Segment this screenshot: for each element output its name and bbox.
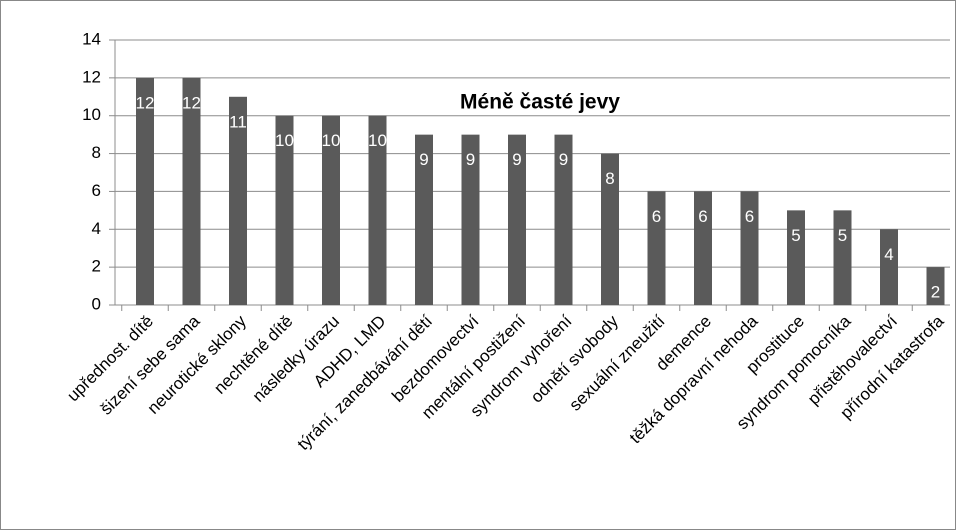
bar xyxy=(694,191,712,305)
value-label: 9 xyxy=(466,150,475,169)
value-label: 10 xyxy=(368,131,387,150)
bar xyxy=(601,153,619,305)
bar xyxy=(322,115,340,305)
y-tick-label: 8 xyxy=(92,143,101,162)
bar xyxy=(554,134,573,305)
y-tick-label: 4 xyxy=(92,219,101,238)
bar xyxy=(508,134,526,305)
bar xyxy=(275,115,294,305)
chart-title: Méně časté jevy xyxy=(460,91,620,114)
bar xyxy=(740,191,759,305)
y-tick-label: 14 xyxy=(82,29,101,48)
bar xyxy=(880,229,898,305)
value-label: 9 xyxy=(419,150,428,169)
value-label: 8 xyxy=(605,169,614,188)
value-label: 5 xyxy=(838,226,847,245)
value-label: 6 xyxy=(652,207,661,226)
y-tick-label: 0 xyxy=(92,294,101,313)
value-label: 6 xyxy=(698,207,707,226)
value-label: 5 xyxy=(791,226,800,245)
value-label: 10 xyxy=(322,131,341,150)
value-label: 9 xyxy=(559,150,568,169)
bar xyxy=(229,96,247,306)
bar xyxy=(647,191,666,305)
value-label: 6 xyxy=(745,207,754,226)
y-tick-label: 2 xyxy=(92,257,101,276)
y-tick-label: 12 xyxy=(82,67,101,86)
bar xyxy=(368,115,387,305)
value-label: 2 xyxy=(931,283,940,302)
value-label: 9 xyxy=(512,150,521,169)
y-tick-label: 10 xyxy=(82,105,101,124)
value-label: 12 xyxy=(182,93,201,112)
bar xyxy=(461,134,480,305)
bar xyxy=(833,210,852,305)
value-label: 12 xyxy=(136,93,155,112)
value-label: 4 xyxy=(884,245,893,264)
bar xyxy=(415,134,433,305)
value-label: 10 xyxy=(275,131,294,150)
bar xyxy=(926,267,945,305)
bar xyxy=(787,210,805,305)
y-tick-label: 6 xyxy=(92,181,101,200)
bar xyxy=(182,77,201,305)
value-label: 11 xyxy=(229,112,247,131)
bar xyxy=(136,77,154,305)
